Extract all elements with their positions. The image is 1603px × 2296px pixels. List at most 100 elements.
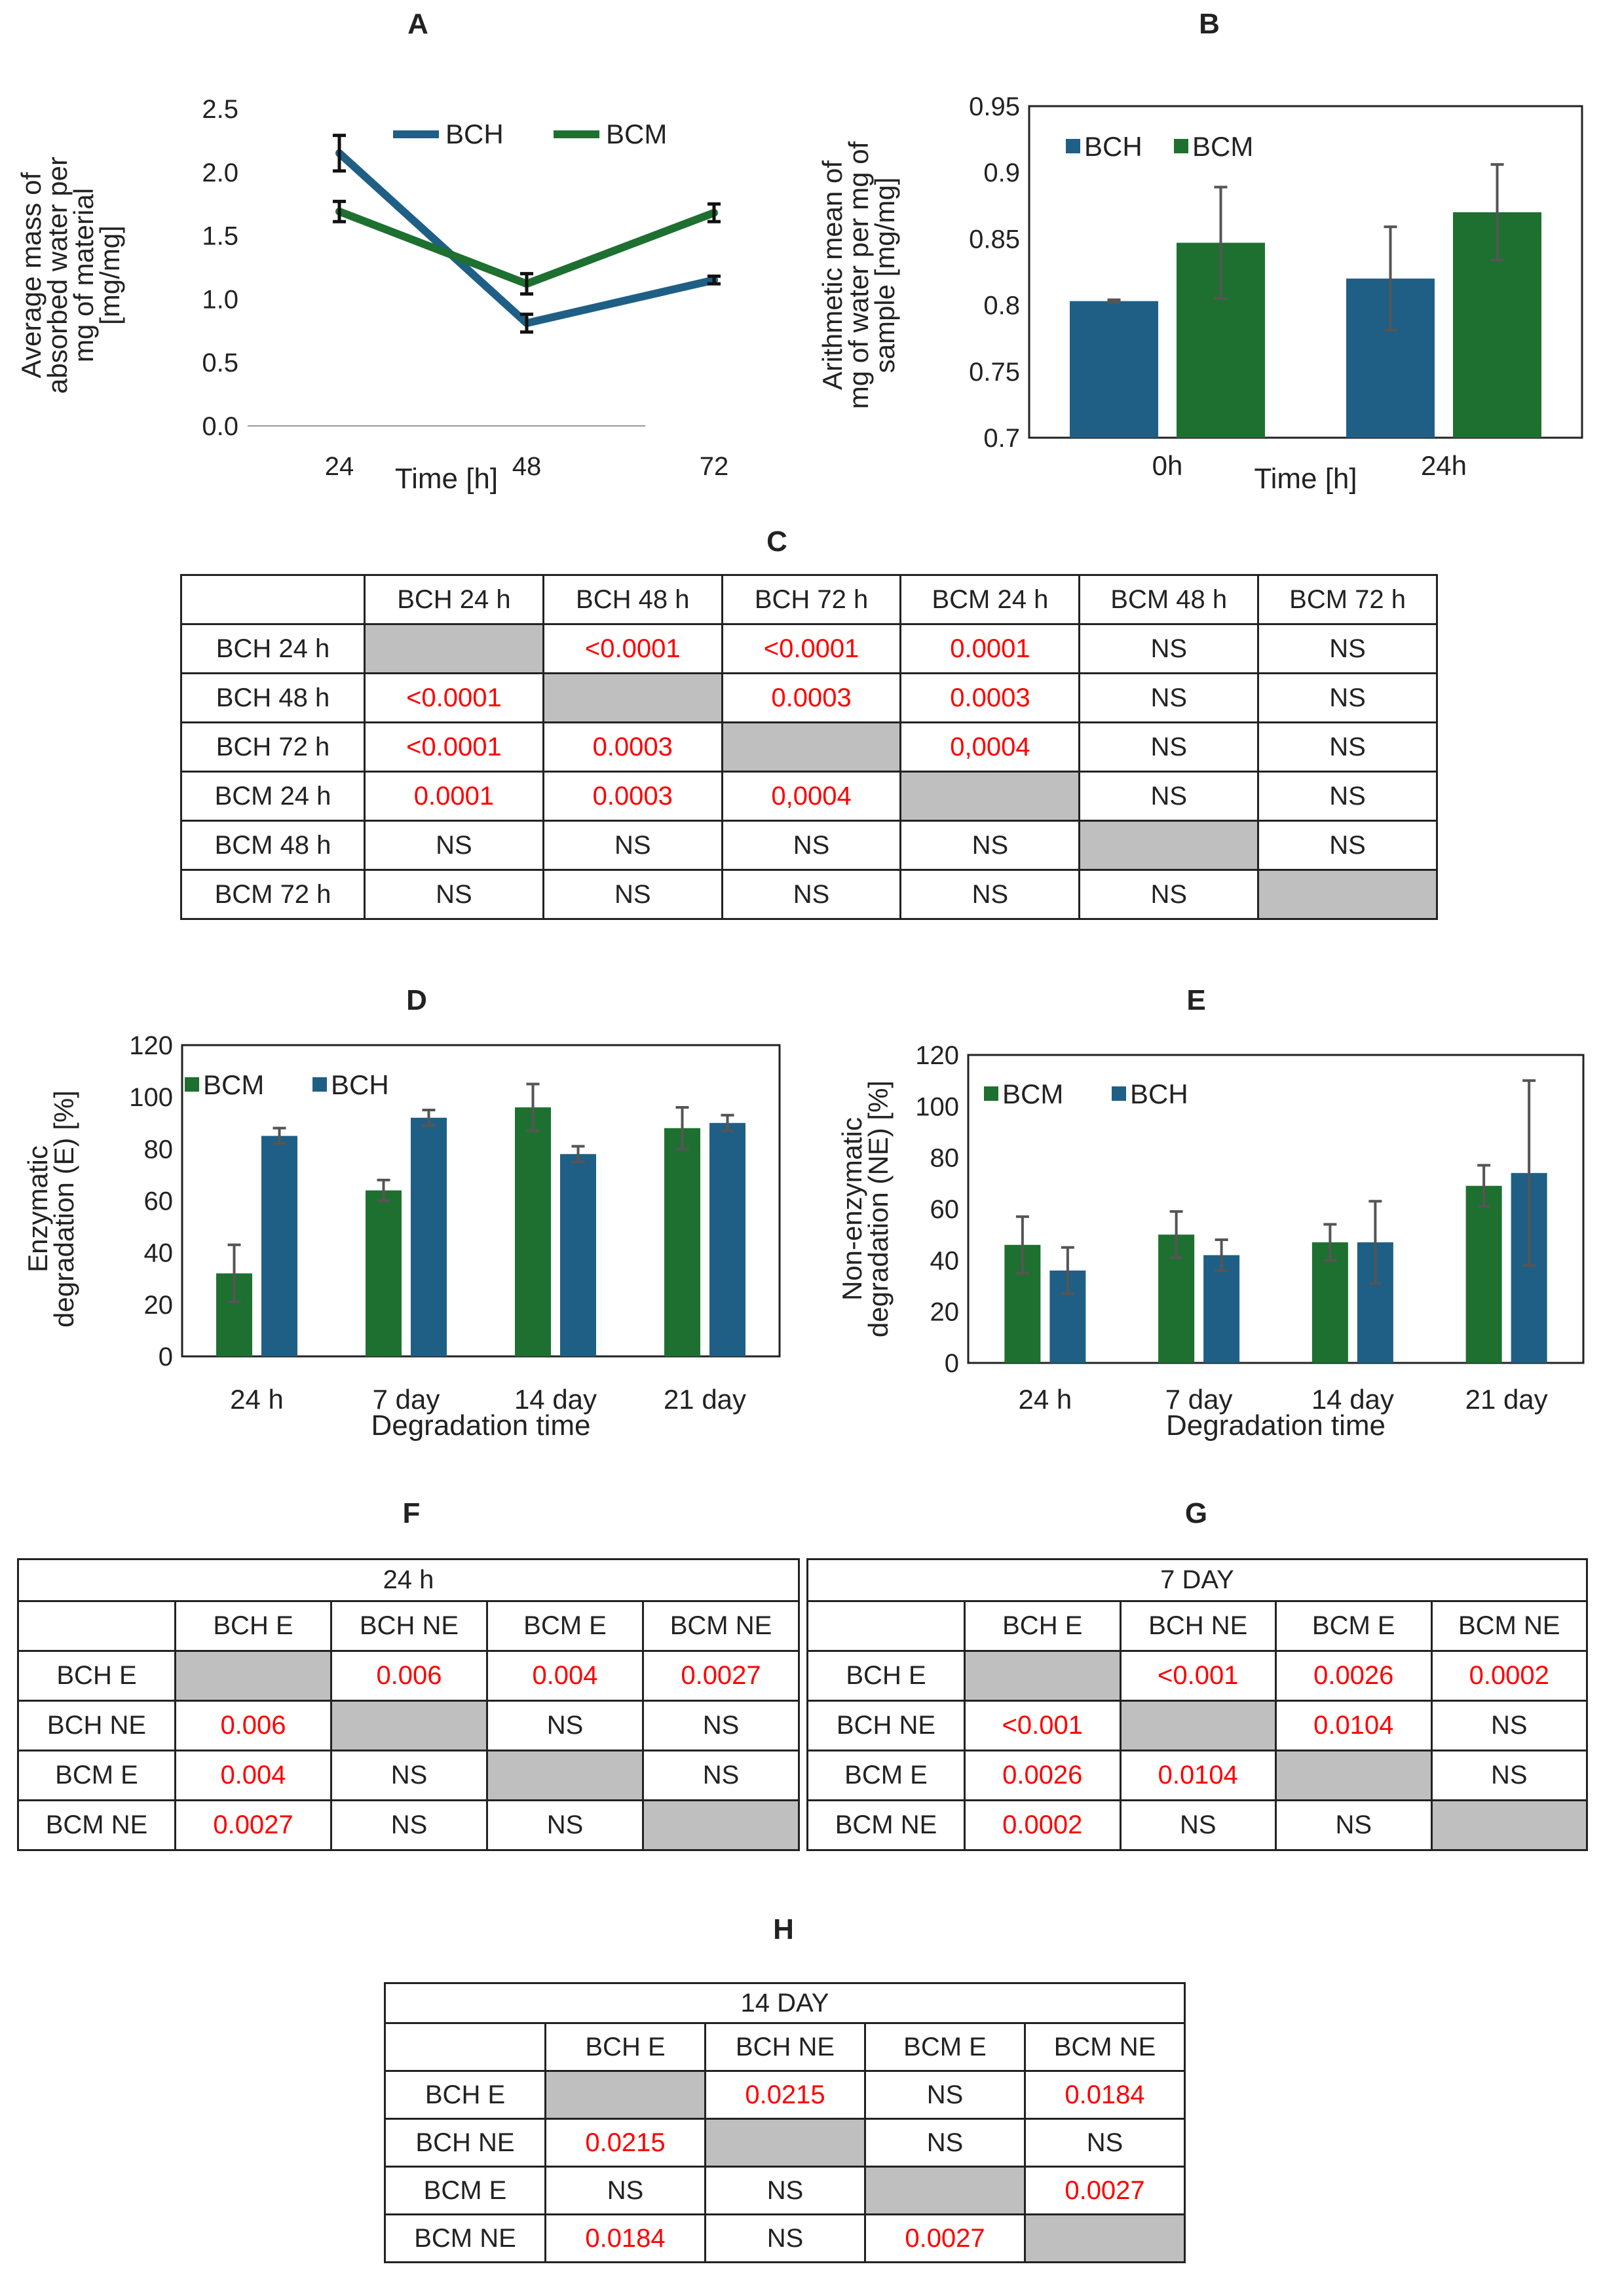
pvalue-cell-significant: 0.0003 (542, 721, 723, 773)
pvalue-cell-significant: 0,0004 (899, 721, 1081, 773)
pvalue-cell-significant: 0.0184 (1024, 2070, 1186, 2120)
column-header: BCH E (544, 2022, 706, 2072)
bar-bch (1070, 301, 1158, 438)
pvalue-cell: NS (1078, 623, 1260, 674)
pvalue-cell-significant: 0.0184 (544, 2213, 706, 2263)
legend-label-bcm: BCM (1002, 1079, 1063, 1109)
row-header: BCH E (384, 2070, 546, 2120)
pvalue-cell-significant: <0.001 (1119, 1650, 1277, 1702)
legend-swatch-bcm (1174, 139, 1188, 153)
x-axis-label: Time [h] (395, 463, 498, 495)
legend-label-bch: BCH (1130, 1079, 1188, 1109)
pvalue-cell: NS (721, 820, 902, 871)
table-title: 24 h (17, 1558, 800, 1602)
column-header: BCM E (864, 2022, 1026, 2072)
column-header: BCH NE (1119, 1600, 1277, 1652)
diagonal-cell (1119, 1700, 1277, 1751)
pvalue-cell: NS (899, 869, 1081, 920)
x-tick-label: 72 (700, 452, 729, 481)
table-header-row: BCH 24 h BCH 48 h BCH 72 h BCM 24 h BCM 48 h… (180, 574, 1438, 625)
pvalue-cell-significant: <0.0001 (542, 623, 723, 674)
row-header: BCM 72 h (180, 869, 366, 920)
table-g-pvalues-7day: 7 DAY BCH E BCH NE BCM E BCM NE BCH E <0.001 0.… (806, 1558, 1588, 1851)
column-header: BCH 24 h (364, 574, 544, 625)
row-header: BCM 24 h (180, 771, 366, 822)
row-header: BCM E (17, 1750, 176, 1801)
y-tick-label: 0.8 (983, 292, 1020, 320)
table-row: BCH E <0.001 0.0026 0.0002 (806, 1650, 1588, 1702)
column-header: BCH 48 h (542, 574, 723, 625)
diagonal-cell (1430, 1799, 1588, 1851)
pvalue-cell-significant: 0.0001 (364, 771, 544, 822)
diagonal-cell (364, 623, 544, 674)
y-tick-label: 120 (915, 1041, 959, 1070)
chart-a-water-uptake-line: 0.0 0.5 1.0 1.5 2.0 2.5 Average mass ofabsorbe… (16, 95, 729, 495)
x-tick-label: 24h (1421, 450, 1467, 481)
diagonal-cell (1275, 1750, 1433, 1801)
table-row: BCM E 0.0026 0.0104 NS (806, 1750, 1588, 1801)
diagonal-cell (721, 721, 902, 773)
column-header: BCM 48 h (1078, 574, 1260, 625)
y-axis-label-line: mg of water per mg of (843, 141, 874, 409)
table-row: BCM NE 0.0002 NS NS (806, 1799, 1588, 1851)
table-row: BCM 48 h NS NS NS NS NS (180, 820, 1438, 871)
column-header: BCM 72 h (1257, 574, 1438, 625)
pvalue-cell: NS (704, 2166, 866, 2215)
y-tick-label: 120 (129, 1031, 173, 1060)
y-axis-label-line: Arithmetic mean of (817, 161, 848, 390)
column-header: BCM E (486, 1600, 644, 1652)
pvalue-cell-significant: 0.0104 (1275, 1700, 1433, 1751)
y-tick-label: 0.85 (969, 225, 1020, 254)
legend-label-bch: BCH (445, 119, 504, 149)
x-tick-label: 14 day (514, 1384, 597, 1415)
table-row: BCH 48 h <0.0001 0.0003 0.0003 NS NS (180, 672, 1438, 723)
diagonal-cell (864, 2166, 1026, 2215)
bar-bch (709, 1122, 745, 1356)
row-header: BCM NE (806, 1799, 966, 1851)
column-header: BCM NE (642, 1600, 800, 1652)
diagonal-cell (486, 1750, 644, 1801)
diagonal-cell (964, 1650, 1122, 1702)
pvalue-cell: NS (1257, 623, 1438, 674)
diagonal-cell (704, 2118, 866, 2168)
row-header: BCH 48 h (180, 672, 366, 723)
pvalue-cell: NS (1257, 672, 1438, 723)
y-tick-label: 100 (915, 1092, 959, 1121)
panel-label-f: F (402, 1497, 421, 1529)
diagonal-cell (542, 672, 723, 723)
diagonal-cell (1078, 820, 1260, 871)
column-header: BCH E (964, 1600, 1122, 1652)
y-tick-label: 1.5 (202, 222, 238, 251)
pvalue-cell: NS (1257, 820, 1438, 871)
pvalue-cell: NS (542, 869, 723, 920)
bar-bch (560, 1154, 596, 1356)
column-header: BCH E (174, 1600, 332, 1652)
panel-label-h: H (773, 1913, 794, 1945)
y-tick-label: 80 (144, 1135, 174, 1164)
table-title-row: 24 h (17, 1558, 800, 1602)
panel-label-c: C (766, 526, 787, 558)
pvalue-cell: NS (1024, 2118, 1186, 2168)
y-tick-label: 2.0 (202, 159, 238, 187)
pvalue-cell-significant: 0.0026 (1275, 1650, 1433, 1702)
bar-bcm (515, 1107, 551, 1356)
pvalue-cell: NS (542, 820, 723, 871)
y-tick-label: 1.0 (202, 285, 238, 314)
pvalue-cell-significant: 0.0215 (704, 2070, 866, 2120)
table-row: BCM E 0.004 NS NS (17, 1750, 800, 1801)
plot-frame (181, 1044, 781, 1358)
y-tick-label: 100 (129, 1083, 173, 1112)
legend-label-bch: BCH (331, 1069, 389, 1100)
column-header (17, 1600, 176, 1652)
row-header: BCM 48 h (180, 820, 366, 871)
y-axis-label-line: degradation (NE) [%] (863, 1081, 894, 1337)
pvalue-cell: NS (1078, 721, 1260, 773)
table-row: BCH NE 0.0215 NS NS (384, 2118, 1186, 2168)
bar-bch (261, 1136, 297, 1356)
table-row: BCM 24 h 0.0001 0.0003 0,0004 NS NS (180, 771, 1438, 822)
y-tick-label: 0.75 (969, 358, 1020, 387)
y-tick-label: 2.5 (202, 95, 238, 124)
y-tick-label: 20 (144, 1291, 174, 1320)
table-row: BCH 72 h <0.0001 0.0003 0,0004 NS NS (180, 721, 1438, 773)
